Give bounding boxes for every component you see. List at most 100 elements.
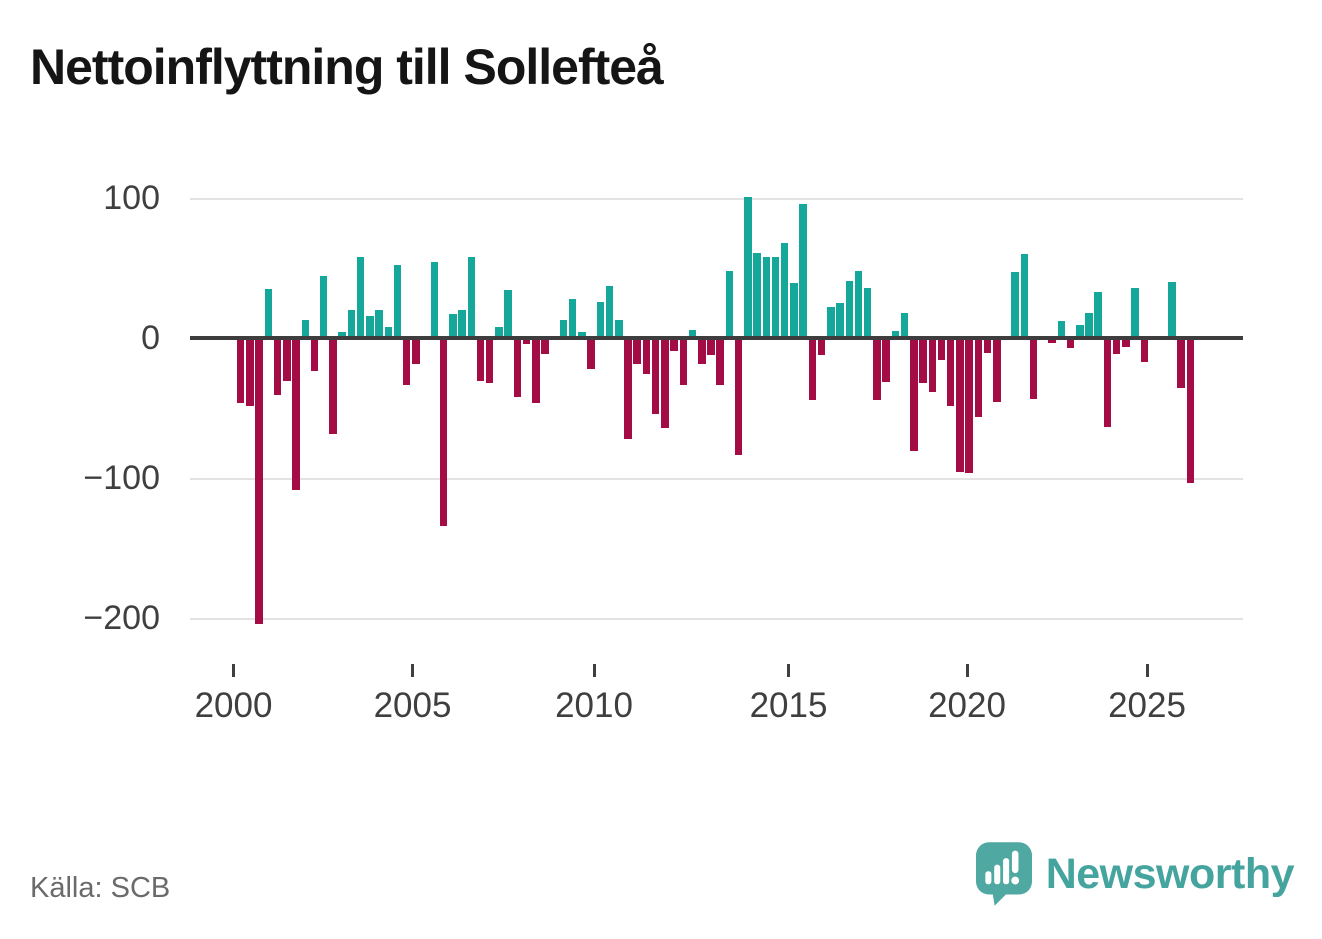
bar-q91	[1076, 325, 1084, 338]
bar-q73	[910, 340, 918, 451]
logo-bar-2	[993, 864, 1000, 885]
x-axis-label-2025: 2025	[1108, 686, 1186, 725]
bar-q9	[319, 276, 328, 338]
bar-q64	[827, 307, 835, 338]
newsworthy-logo-text: Newsworthy	[1045, 850, 1295, 898]
source-caption: Källa: SCB	[30, 872, 171, 904]
x-axis-tick-2000	[232, 664, 235, 677]
y-axis-label--200: −200	[83, 599, 160, 637]
bar-q56	[753, 252, 761, 338]
x-axis-tick-2025	[1145, 664, 1149, 677]
bar-q41	[615, 319, 623, 338]
bar-q15	[375, 310, 383, 338]
logo-exclamation-bar	[1011, 850, 1019, 874]
bar-q90	[1066, 340, 1075, 349]
bar-q61	[799, 203, 807, 338]
x-axis-tick-2005	[411, 664, 414, 677]
bar-q39	[596, 301, 604, 338]
bar-q46	[661, 340, 669, 429]
bar-q23	[449, 314, 457, 338]
newsworthy-speech-bubble-icon	[975, 842, 1032, 906]
bar-q78	[956, 340, 964, 472]
x-axis-label-2015: 2015	[749, 686, 828, 725]
bar-q93	[1094, 291, 1102, 338]
bar-q60	[790, 283, 798, 338]
bar-q85	[1020, 254, 1029, 338]
bar-q79	[965, 340, 973, 473]
bar-q95	[1112, 340, 1121, 354]
bar-q53	[725, 270, 734, 338]
bar-q48	[679, 340, 687, 385]
bar-q96	[1122, 340, 1130, 347]
bar-q97	[1131, 287, 1139, 338]
bar-q25	[467, 256, 475, 338]
bar-q24	[458, 310, 466, 338]
bar-q51	[707, 340, 715, 356]
y-axis-label--100: −100	[83, 459, 160, 497]
bar-q70	[882, 340, 890, 382]
bar-q89	[1057, 321, 1065, 338]
bar-q30	[513, 340, 521, 398]
bar-q58	[771, 256, 780, 338]
x-axis-label-2020: 2020	[928, 686, 1006, 725]
bar-q6	[292, 340, 300, 490]
bar-q80	[974, 340, 982, 417]
bar-q76	[937, 340, 946, 360]
bar-q42	[624, 340, 632, 440]
gridline--100	[190, 478, 1243, 480]
bar-q37	[578, 332, 586, 338]
bar-q10	[329, 340, 337, 434]
x-axis-label-2010: 2010	[555, 686, 633, 725]
bar-q103	[1186, 340, 1195, 483]
bar-q47	[670, 340, 678, 352]
y-axis-label-0: 0	[141, 319, 160, 357]
bar-q28	[495, 326, 503, 338]
bar-q4	[273, 340, 282, 395]
bar-q55	[744, 196, 752, 338]
bar-q11	[338, 332, 346, 338]
plot-area: 100 0 −100 −200 2000 2005 2010 2015 2020 2025	[83, 181, 1243, 725]
bar-q75	[928, 340, 936, 392]
x-axis-label-2000: 2000	[194, 686, 273, 725]
bar-q8	[310, 340, 319, 371]
bar-q52	[716, 340, 724, 385]
bar-q2	[255, 340, 263, 625]
bar-q86	[1029, 340, 1038, 399]
bar-q82	[993, 340, 1001, 402]
bar-q7	[301, 319, 309, 338]
bar-q54	[734, 340, 743, 455]
x-axis-tick-2020	[965, 664, 969, 677]
bar-q17	[393, 265, 402, 338]
x-axis-label-2005: 2005	[373, 686, 452, 725]
bar-q38	[587, 340, 595, 370]
bar-q94	[1103, 340, 1112, 427]
logo-bar-3	[1002, 858, 1009, 885]
bar-q29	[504, 290, 512, 338]
bar-q84	[1011, 272, 1019, 338]
bar-q35	[559, 319, 568, 338]
bar-q22	[439, 340, 448, 527]
bar-q98	[1140, 340, 1148, 363]
x-axis-tick-2015	[787, 664, 790, 677]
bar-q27	[485, 340, 494, 384]
bar-q18	[402, 340, 411, 385]
bar-q43	[633, 340, 641, 364]
gridline--200	[190, 618, 1243, 620]
bar-q67	[854, 270, 863, 338]
bar-q5	[283, 340, 291, 381]
bar-q66	[845, 280, 853, 338]
bar-q74	[919, 340, 927, 384]
bar-q12	[347, 310, 356, 338]
bar-q0	[236, 340, 245, 403]
bar-q40	[605, 286, 614, 338]
bar-q101	[1168, 282, 1176, 338]
x-axis-tick-2010	[592, 664, 596, 677]
bar-q57	[762, 256, 770, 338]
bar-q92	[1085, 312, 1093, 338]
bar-q62	[808, 340, 817, 401]
bar-q72	[900, 312, 909, 338]
bar-q45	[651, 340, 660, 415]
x-axis-zero-line	[190, 336, 1243, 340]
gridline-100	[190, 198, 1243, 200]
